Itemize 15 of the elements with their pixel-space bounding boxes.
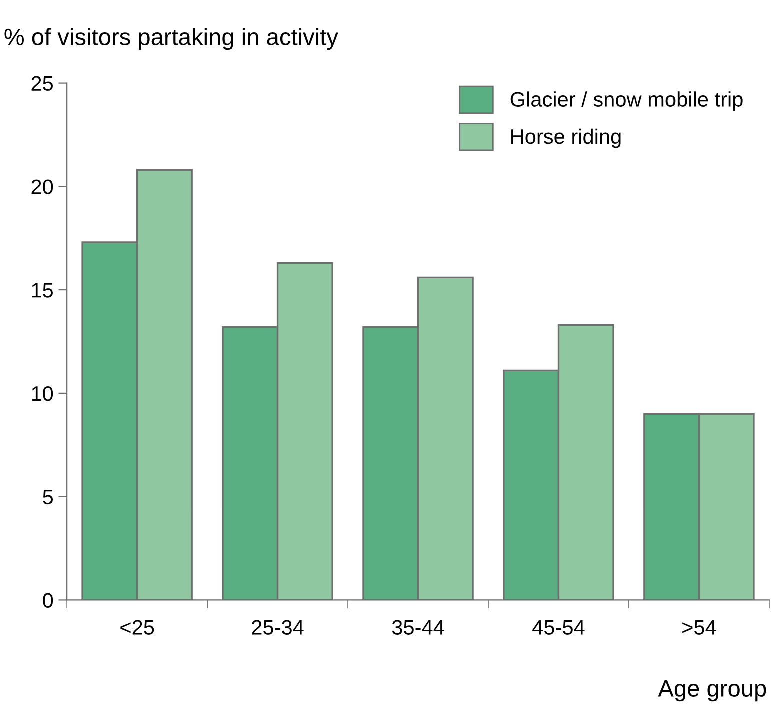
x-tick-label: 35-44 (392, 620, 444, 635)
y-tick-label: 5 (43, 490, 54, 505)
x-tick-label: 45-54 (532, 620, 585, 635)
y-tick-label: 0 (43, 593, 54, 608)
legend-label: Glacier / snow mobile trip (510, 92, 743, 112)
legend-label: Horse riding (512, 128, 621, 148)
x-axis-title: Age group (658, 680, 766, 702)
y-tick-label: 25 (32, 76, 54, 92)
y-axis-title: % of visitors partaking in activity (4, 28, 338, 50)
y-tick-label: 15 (32, 283, 54, 298)
x-tick-label: 25-34 (252, 620, 304, 635)
y-tick-label: 20 (32, 180, 54, 194)
x-tick-label: <25 (120, 620, 154, 635)
x-tick-label: >54 (682, 620, 716, 635)
y-tick-label: 10 (32, 386, 54, 402)
